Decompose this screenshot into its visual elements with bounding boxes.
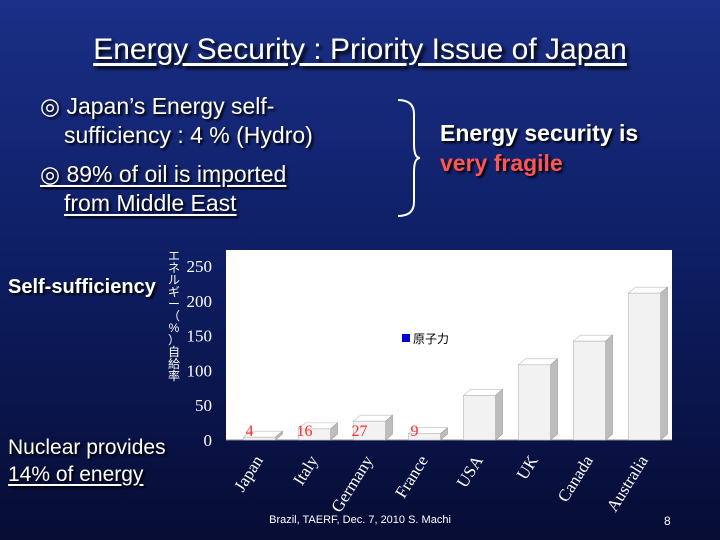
x-axis-labels: Japan Italy Germany France USA UK Canada Austra…	[230, 451, 652, 515]
y-axis-char: 自	[167, 345, 180, 359]
x-label-japan: Japan	[230, 452, 267, 495]
bars	[242, 286, 669, 441]
y-tick-label: 250	[187, 257, 213, 276]
y-axis-char: （	[167, 309, 180, 323]
bar-usa	[462, 388, 504, 441]
self-sufficiency-label: Self-sufficiency	[8, 276, 156, 298]
y-axis-char: エ	[167, 249, 180, 263]
bar-front	[408, 433, 441, 441]
y-axis-char: ）	[167, 333, 180, 347]
callout-line-2: very fragile	[440, 150, 563, 176]
y-axis-char: ギ	[167, 285, 180, 299]
value-labels: 4 16 27 9 64 108 142 211	[246, 270, 659, 440]
nuclear-note: Nuclear provides 14% of energy	[8, 434, 166, 488]
bar-germany	[352, 414, 394, 441]
value-label-usa: 64	[474, 372, 490, 389]
x-label-australia: Australia	[603, 452, 652, 515]
y-axis-char: ネ	[167, 261, 180, 275]
y-tick-label: 100	[187, 361, 213, 380]
bullet-2-line-1: ◎ 89% of oil is imported	[40, 161, 287, 187]
bar-front	[573, 340, 606, 441]
value-label-japan: 4	[246, 423, 254, 440]
bar-france	[407, 427, 449, 441]
value-label-canada: 142	[580, 318, 604, 335]
fragile-callout: Energy security is very fragile	[440, 118, 638, 178]
y-tick-label: 0	[204, 431, 213, 450]
bar-front	[298, 428, 331, 441]
legend-swatch	[402, 334, 410, 342]
y-axis-char: %	[168, 321, 180, 335]
x-label-france: France	[391, 452, 432, 501]
bar-australia	[627, 286, 669, 441]
y-axis-char: 給	[167, 357, 180, 371]
nuclear-note-line-1: Nuclear provides	[8, 436, 166, 459]
callout-line-1: Energy security is	[440, 120, 639, 146]
bullet-2-line-2: from Middle East	[64, 190, 237, 216]
y-axis-ticks: 0 50 100 150 200 250	[187, 257, 213, 450]
bullet-1-line-2: sufficiency : 4 % (Hydro)	[64, 122, 313, 148]
legend: 原子力	[402, 332, 449, 346]
slide-title: Energy Security : Priority Issue of Japa…	[93, 33, 627, 66]
legend-label: 原子力	[413, 332, 449, 346]
bar-side	[550, 358, 558, 441]
bar-front	[243, 436, 276, 441]
value-label-uk: 108	[525, 342, 549, 359]
bar-side	[495, 388, 503, 441]
bar-japan	[242, 430, 284, 441]
x-label-canada: Canada	[554, 452, 597, 506]
y-axis-char: 率	[167, 369, 180, 383]
brace-icon	[397, 99, 421, 217]
bar-front	[518, 364, 551, 441]
y-tick-label: 150	[187, 327, 213, 346]
bullet-1-line-1: ◎ Japan’s Energy self-	[40, 93, 275, 119]
x-label-germany: Germany	[327, 452, 377, 516]
bullet-oil-import: ◎ 89% of oil is imported from Middle Eas…	[40, 160, 286, 218]
page-number: 8	[664, 514, 671, 528]
x-label-usa: USA	[453, 451, 488, 491]
y-axis-char: ル	[167, 273, 180, 287]
x-label-uk: UK	[513, 451, 543, 483]
value-label-germany: 27	[352, 423, 368, 440]
footer: Brazil, TAERF, Dec. 7, 2010 S. Machi	[269, 514, 451, 526]
bar-front	[463, 395, 496, 441]
value-label-france: 9	[411, 423, 419, 440]
bar-italy	[297, 422, 339, 441]
bar-side	[605, 334, 613, 441]
bar-side	[660, 286, 668, 441]
y-axis-label: エ ネ ル ギ ー （ % ） 自 給 率	[162, 250, 186, 382]
bar-canada	[572, 334, 614, 441]
bar-front	[353, 420, 386, 441]
bar-uk	[517, 358, 559, 441]
nuclear-note-line-2: 14% of energy	[8, 463, 144, 486]
y-tick-label: 200	[187, 292, 213, 311]
x-label-italy: Italy	[289, 452, 322, 489]
bullet-self-sufficiency: ◎ Japan’s Energy self- sufficiency : 4 %…	[40, 92, 313, 150]
value-label-italy: 16	[297, 423, 313, 440]
value-label-australia: 211	[635, 270, 658, 287]
bar-front	[628, 292, 661, 441]
y-axis-char: ー	[167, 297, 180, 311]
y-tick-label: 50	[195, 396, 212, 415]
